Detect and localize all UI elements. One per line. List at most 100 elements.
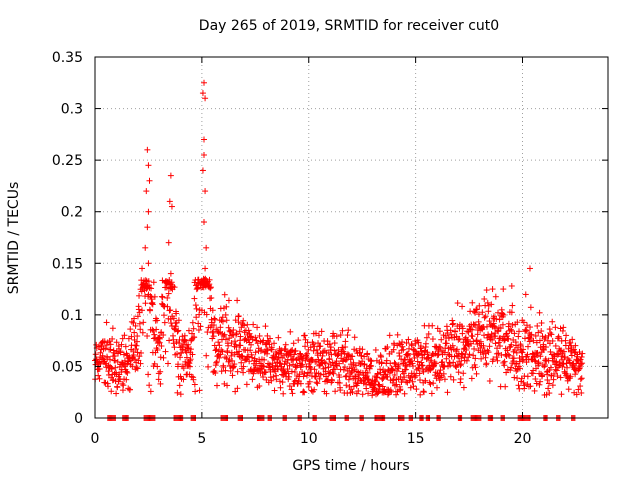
data-point xyxy=(537,353,544,360)
x-tick-label: 0 xyxy=(91,431,100,447)
data-point xyxy=(119,380,126,387)
data-point xyxy=(170,315,177,322)
data-point xyxy=(377,369,384,376)
data-point xyxy=(321,359,328,366)
data-point xyxy=(138,349,145,356)
data-point xyxy=(291,351,298,358)
data-point xyxy=(525,343,532,350)
data-point xyxy=(245,327,252,334)
data-point xyxy=(537,378,544,385)
data-point xyxy=(367,357,374,364)
data-point xyxy=(213,359,220,366)
data-point xyxy=(131,315,138,322)
data-point xyxy=(555,335,562,342)
data-point xyxy=(226,327,233,334)
data-point xyxy=(286,362,293,369)
data-point xyxy=(155,376,162,383)
data-point xyxy=(542,344,549,351)
data-point xyxy=(127,326,134,333)
data-point xyxy=(359,346,366,353)
data-point xyxy=(450,359,457,366)
data-point xyxy=(449,321,456,328)
data-point xyxy=(416,377,423,384)
data-point xyxy=(289,390,296,397)
data-point xyxy=(578,361,585,368)
data-point xyxy=(113,339,120,346)
data-point xyxy=(412,372,419,379)
data-point xyxy=(520,346,527,353)
data-point xyxy=(414,358,421,365)
data-point xyxy=(519,349,526,356)
data-point xyxy=(553,358,560,365)
chart-title: Day 265 of 2019, SRMTID for receiver cut… xyxy=(199,18,499,34)
data-point xyxy=(103,319,110,326)
data-point xyxy=(365,390,372,397)
data-point xyxy=(342,357,349,364)
data-point xyxy=(526,338,533,345)
data-point xyxy=(167,307,174,314)
data-point xyxy=(302,343,309,350)
data-point xyxy=(391,359,398,366)
data-point xyxy=(524,351,531,358)
data-point xyxy=(381,368,388,375)
data-point xyxy=(151,293,158,300)
data-point xyxy=(240,369,247,376)
data-point xyxy=(310,347,317,354)
data-point xyxy=(245,353,252,360)
data-point xyxy=(204,329,211,336)
data-point xyxy=(531,357,538,364)
data-point xyxy=(477,338,484,345)
data-point xyxy=(492,293,499,300)
y-tick-label: 0.3 xyxy=(61,102,83,118)
data-point xyxy=(572,342,579,349)
data-point xyxy=(518,378,525,385)
data-point xyxy=(469,333,476,340)
data-point xyxy=(559,363,566,370)
data-point xyxy=(547,364,554,371)
data-point xyxy=(323,390,330,397)
data-point xyxy=(156,335,163,342)
data-point xyxy=(208,294,215,301)
data-point xyxy=(437,344,444,351)
data-point xyxy=(291,368,298,375)
data-point xyxy=(238,352,245,359)
data-point xyxy=(443,340,450,347)
data-point xyxy=(576,366,583,373)
data-point xyxy=(534,352,541,359)
data-point xyxy=(236,328,243,335)
data-point xyxy=(453,333,460,340)
data-point xyxy=(525,335,532,342)
data-point xyxy=(329,369,336,376)
data-point xyxy=(268,377,275,384)
data-point xyxy=(178,349,185,356)
data-point xyxy=(341,350,348,357)
y-tick-label: 0.2 xyxy=(61,205,83,221)
data-point xyxy=(311,366,318,373)
data-point xyxy=(267,374,274,381)
data-point xyxy=(524,373,531,380)
data-point xyxy=(132,322,139,329)
data-point xyxy=(453,346,460,353)
data-point xyxy=(479,309,486,316)
data-point xyxy=(202,188,209,195)
data-point xyxy=(312,373,319,380)
data-point xyxy=(514,375,521,382)
data-point xyxy=(472,309,479,316)
data-point xyxy=(378,359,385,366)
data-point xyxy=(121,332,128,339)
data-point xyxy=(248,341,255,348)
data-point xyxy=(497,343,504,350)
data-point xyxy=(158,293,165,300)
data-point xyxy=(334,352,341,359)
data-point xyxy=(409,363,416,370)
data-point xyxy=(118,341,125,348)
x-tick-label: 20 xyxy=(514,431,532,447)
data-point xyxy=(336,360,343,367)
data-point xyxy=(476,302,483,309)
data-point xyxy=(222,311,229,318)
x-tick-label: 15 xyxy=(407,431,425,447)
data-point xyxy=(348,386,355,393)
data-point xyxy=(331,340,338,347)
data-point xyxy=(292,347,299,354)
data-point xyxy=(109,335,116,342)
